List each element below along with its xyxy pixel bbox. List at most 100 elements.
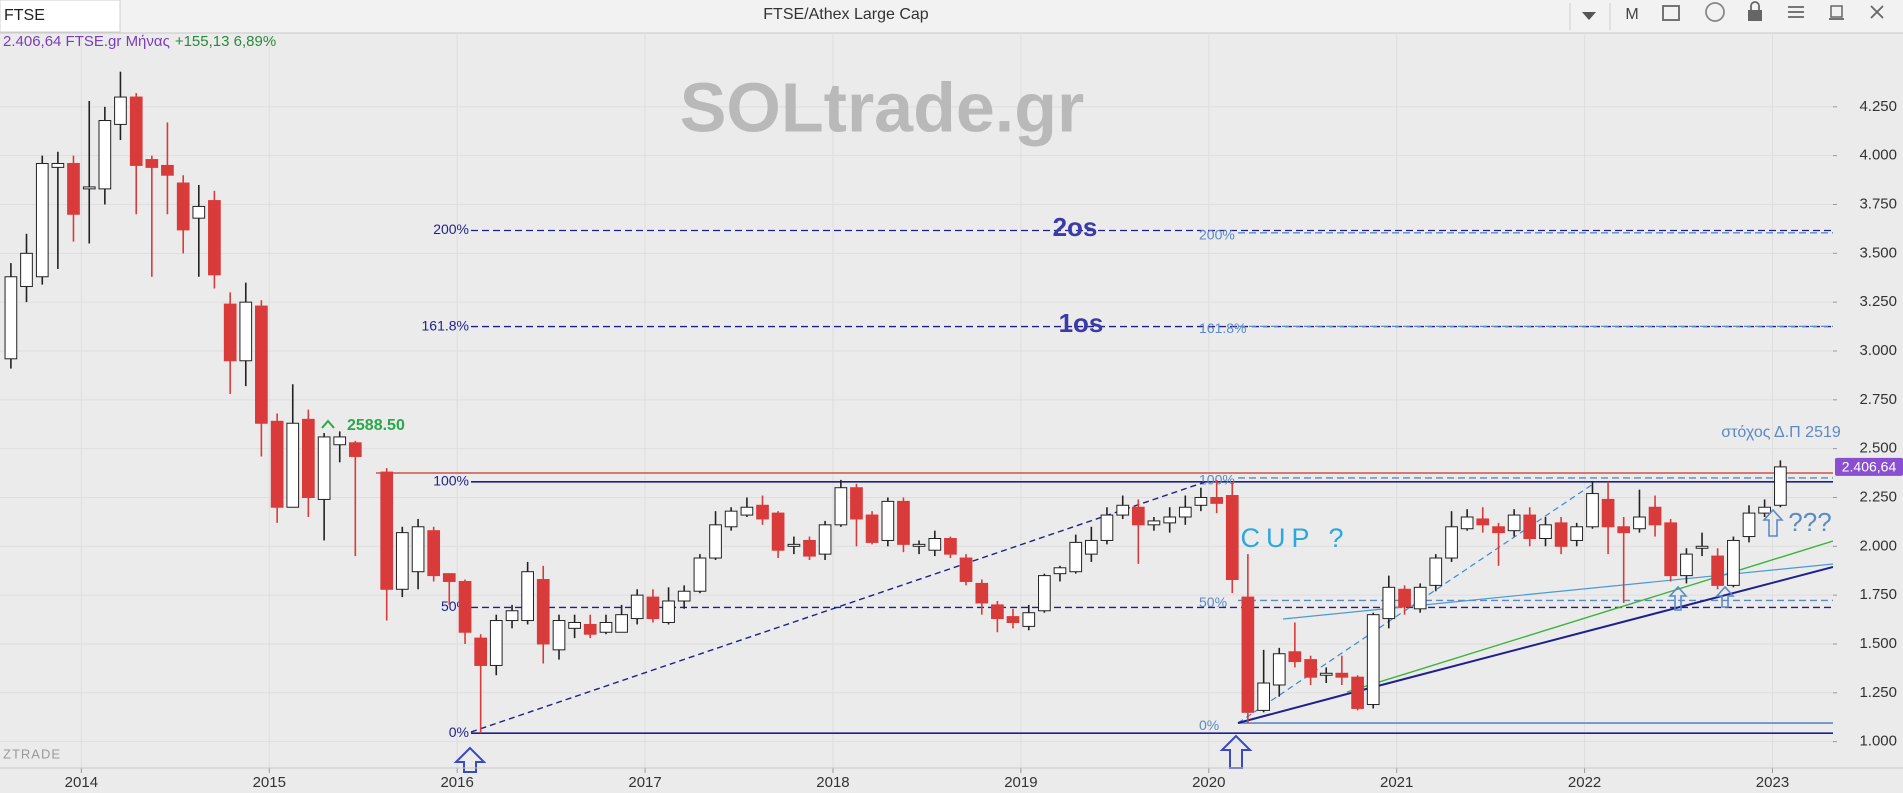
arrow-marker (1715, 585, 1735, 608)
arrow-marker (1668, 585, 1688, 611)
y-tick-label: 3.000 (1859, 342, 1897, 359)
candle-body (20, 252, 33, 288)
candle-body (348, 442, 362, 457)
restore-button[interactable] (1830, 5, 1843, 18)
candle-body (1429, 557, 1443, 586)
y-tick-label: 4.000 (1859, 147, 1897, 164)
symbol-tab[interactable] (0, 0, 121, 33)
candle-body (1084, 539, 1098, 555)
lock-button[interactable] (1748, 10, 1762, 21)
trendline (1237, 693, 1348, 724)
candle-body (1507, 514, 1521, 532)
candle-body (1100, 514, 1114, 541)
candle-body (1366, 614, 1380, 706)
x-tick-label: 2021 (1380, 774, 1413, 791)
y-tick-label: 2.000 (1859, 537, 1897, 554)
candle-body (1257, 682, 1271, 711)
candle-body (505, 610, 519, 622)
candle-body (1006, 616, 1020, 623)
y-tick-label: 1.500 (1859, 635, 1897, 652)
x-tick-label: 2017 (628, 774, 661, 791)
candle-body (599, 621, 613, 633)
candle-body (176, 182, 190, 231)
watermark: SOLtrade.gr (680, 68, 1085, 146)
y-tick-label: 3.750 (1859, 195, 1897, 212)
candle-body (1445, 526, 1458, 559)
y-tick-label: 2.500 (1859, 440, 1897, 457)
candle-body (1758, 506, 1771, 514)
candle-body (1131, 506, 1145, 526)
candle-body (208, 200, 221, 276)
candle-body (35, 162, 49, 278)
candle-body (1194, 496, 1208, 506)
x-tick-label: 2022 (1568, 774, 1601, 791)
candle-body (302, 418, 315, 498)
candle-body (1711, 555, 1724, 586)
candle-body (1570, 526, 1584, 541)
candle-body (959, 557, 973, 582)
change-text: +155,13 6,89% (175, 33, 276, 50)
candle-body (380, 471, 394, 590)
candle-body (286, 422, 300, 508)
candle-body (333, 436, 347, 446)
candle-body (1069, 541, 1083, 573)
candle-body (677, 590, 691, 602)
candle-body (1460, 516, 1474, 530)
candle-body (1727, 539, 1740, 586)
menu-button[interactable] (1788, 6, 1804, 18)
last-price-badge (1835, 457, 1903, 476)
close-button[interactable] (1870, 5, 1884, 19)
annotation: ??? (1788, 507, 1831, 537)
trendline (1282, 563, 1833, 620)
candle-body (1053, 567, 1067, 575)
candle-body (646, 596, 660, 620)
fib-label: 161.8% (1199, 320, 1246, 336)
candle-body (521, 571, 534, 622)
candle-body (1664, 522, 1677, 577)
candle-body (850, 487, 863, 520)
candle-body (1022, 612, 1036, 627)
candle-body (4, 276, 18, 360)
candle-body (239, 301, 253, 362)
candle-body (1304, 659, 1317, 678)
candle-body (411, 526, 425, 573)
y-tick-label: 2.750 (1859, 391, 1897, 408)
candle-body (317, 436, 331, 500)
candle-body (1272, 653, 1286, 686)
fib-label: 100% (1199, 472, 1235, 488)
candle-body (803, 539, 816, 557)
candle-body (630, 594, 644, 620)
candle-body (1382, 586, 1396, 620)
fib-label: 100% (433, 473, 469, 489)
layout-button[interactable] (1662, 5, 1680, 21)
candle-body (223, 303, 237, 362)
annotation: 2588.50 (347, 417, 405, 434)
candle-body (1210, 496, 1224, 504)
x-tick-label: 2023 (1756, 774, 1789, 791)
candle-body (536, 579, 550, 645)
candle-body (1351, 676, 1364, 709)
fib-label: 0% (449, 724, 469, 740)
candle-body (991, 604, 1004, 620)
candle-body (489, 620, 503, 666)
candle-body (552, 620, 566, 651)
candle-body (255, 305, 268, 424)
annotation: 1os (1059, 308, 1104, 338)
chat-button[interactable] (1705, 2, 1725, 22)
trendlines (376, 472, 1833, 733)
fib-label: 50% (1199, 594, 1227, 610)
candle-body (1742, 512, 1756, 538)
dropdown-button[interactable] (1582, 12, 1596, 20)
candle-body (1680, 553, 1693, 577)
candle-body (1586, 493, 1599, 528)
symbol-tab-text[interactable]: FTSE (4, 7, 45, 24)
fib-label: 200% (433, 221, 469, 237)
candle-body (818, 524, 832, 555)
candle-body (1241, 596, 1255, 713)
period-button[interactable]: M (1625, 6, 1638, 23)
title-bar (0, 0, 1903, 33)
candle-body (1038, 575, 1051, 612)
fib-label: 200% (1199, 227, 1235, 243)
